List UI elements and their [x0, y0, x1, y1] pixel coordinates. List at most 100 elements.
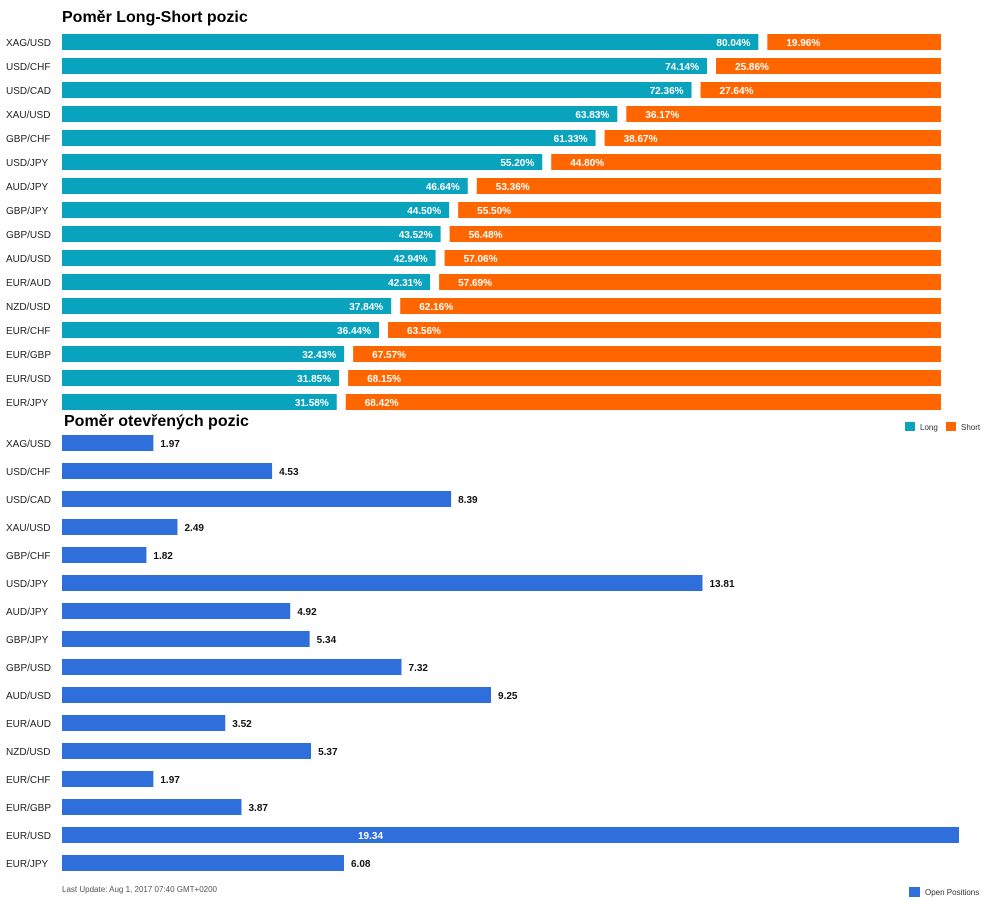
open-positions-bar [62, 603, 291, 619]
category-label: EUR/AUD [6, 719, 51, 730]
short-bar [345, 394, 942, 410]
long-value-label: 46.64% [426, 182, 460, 193]
category-label: USD/CAD [6, 86, 51, 97]
short-bar [716, 58, 941, 74]
short-bar [400, 298, 941, 314]
short-bar [449, 226, 941, 242]
category-label: USD/CHF [6, 467, 50, 478]
open-value-label: 8.39 [458, 495, 478, 506]
long-value-label: 31.85% [297, 374, 331, 385]
open-positions-bar [62, 659, 402, 675]
long-value-label: 31.58% [295, 398, 329, 409]
short-value-label: 56.48% [469, 230, 503, 241]
short-value-label: 36.17% [645, 110, 679, 121]
category-label: EUR/USD [6, 374, 51, 385]
category-label: GBP/USD [6, 230, 51, 241]
category-label: USD/JPY [6, 579, 49, 590]
long-value-label: 63.83% [575, 110, 609, 121]
short-value-label: 38.67% [624, 134, 658, 145]
long-bar [62, 154, 543, 170]
short-bar [476, 178, 941, 194]
chart-title-open-positions: Poměr otevřených pozic [64, 413, 249, 430]
category-label: GBP/CHF [6, 134, 50, 145]
short-value-label: 44.80% [570, 158, 604, 169]
open-value-label: 5.34 [317, 635, 337, 646]
category-label: XAG/USD [6, 439, 51, 450]
long-bar [62, 274, 431, 290]
open-value-label: 5.37 [318, 747, 338, 758]
long-bar [62, 202, 450, 218]
category-label: AUD/JPY [6, 182, 49, 193]
short-bar [348, 370, 942, 386]
legend-long-label: Long [920, 423, 938, 432]
short-value-label: 68.15% [367, 374, 401, 385]
open-value-label: 6.08 [351, 859, 371, 870]
short-value-label: 55.50% [477, 206, 511, 217]
open-positions-bar [62, 491, 452, 507]
long-value-label: 55.20% [500, 158, 534, 169]
category-label: GBP/CHF [6, 551, 50, 562]
legend-open-swatch [909, 887, 920, 897]
long-value-label: 80.04% [716, 38, 750, 49]
open-positions-bar [62, 463, 273, 479]
long-bar [62, 370, 340, 386]
short-value-label: 62.16% [419, 302, 453, 313]
open-positions-bar [62, 547, 147, 563]
category-label: EUR/CHF [6, 326, 50, 337]
open-value-label: 9.25 [498, 691, 518, 702]
open-value-label: 4.53 [279, 467, 299, 478]
category-label: NZD/USD [6, 302, 50, 313]
long-short-ratio-chart: XAG/USD 80.04% 19.96% USD/CHF 74.14% 25.86% US… [6, 34, 942, 410]
long-bar [62, 322, 380, 338]
category-label: NZD/USD [6, 747, 50, 758]
short-bar [353, 346, 941, 362]
long-bar [62, 106, 618, 122]
long-bar [62, 130, 596, 146]
short-value-label: 68.42% [365, 398, 399, 409]
open-value-label: 3.87 [248, 803, 268, 814]
category-label: GBP/JPY [6, 206, 49, 217]
short-value-label: 19.96% [786, 38, 820, 49]
long-value-label: 42.31% [388, 278, 422, 289]
long-value-label: 43.52% [399, 230, 433, 241]
long-value-label: 42.94% [394, 254, 428, 265]
short-value-label: 57.06% [464, 254, 498, 265]
open-positions-bar [62, 715, 226, 731]
open-positions-bar [62, 575, 703, 591]
short-bar [626, 106, 941, 122]
long-value-label: 72.36% [650, 86, 684, 97]
legend-long-swatch [905, 422, 915, 431]
open-positions-bar [62, 771, 154, 787]
long-bar [62, 82, 692, 98]
category-label: EUR/JPY [6, 398, 49, 409]
category-label: GBP/USD [6, 663, 51, 674]
long-value-label: 36.44% [337, 326, 371, 337]
open-value-label: 13.81 [710, 579, 735, 590]
short-value-label: 27.64% [720, 86, 754, 97]
category-label: USD/CAD [6, 495, 51, 506]
open-value-label: 4.92 [297, 607, 317, 618]
open-value-label: 1.97 [160, 439, 180, 450]
long-value-label: 44.50% [407, 206, 441, 217]
open-value-label: 1.82 [153, 551, 173, 562]
long-value-label: 74.14% [665, 62, 699, 73]
category-label: XAU/USD [6, 110, 50, 121]
short-value-label: 57.69% [458, 278, 492, 289]
chart-title-long-short: Poměr Long-Short pozic [62, 9, 248, 26]
open-value-label: 7.32 [409, 663, 429, 674]
short-bar [767, 34, 941, 50]
long-bar [62, 298, 392, 314]
open-value-label: 19.34 [358, 831, 383, 842]
open-positions-bar [62, 827, 959, 843]
category-label: EUR/AUD [6, 278, 51, 289]
legend-short-label: Short [961, 423, 981, 432]
last-update-text: Last Update: Aug 1, 2017 07:40 GMT+0200 [62, 885, 217, 894]
short-value-label: 25.86% [735, 62, 769, 73]
category-label: EUR/USD [6, 831, 51, 842]
category-label: XAG/USD [6, 38, 51, 49]
long-bar [62, 178, 468, 194]
category-label: AUD/JPY [6, 607, 49, 618]
category-label: USD/CHF [6, 62, 50, 73]
long-bar [62, 346, 345, 362]
open-positions-bar [62, 743, 312, 759]
